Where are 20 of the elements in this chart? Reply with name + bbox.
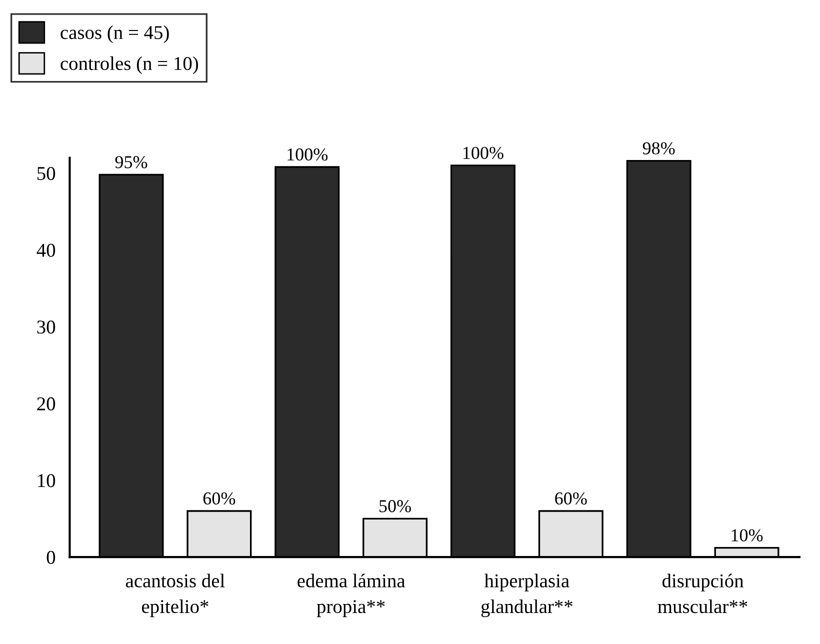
annotation: 60% (555, 492, 587, 505)
annotation: 60% (203, 492, 236, 505)
y-tick-label: 20 (37, 397, 56, 410)
x-tick-label: hiperplasia glandular** (481, 574, 572, 618)
annotation: 100% (288, 148, 328, 161)
y-tick-label: 40 (36, 244, 56, 257)
y-tick-label: 30 (37, 320, 56, 334)
x-tick-label: edema lámina propia** (298, 574, 406, 618)
x-tick-label: acantosis del epitelio* (126, 574, 225, 618)
annotation: 100% (463, 146, 504, 160)
annotation: 10% (732, 529, 763, 542)
y-tick-label: 0 (46, 550, 56, 564)
annotation: 50% (380, 500, 411, 512)
y-tick-label: 50 (37, 166, 56, 180)
annotation: 95% (115, 156, 148, 168)
x-tick-label: disrupción muscular** (658, 574, 748, 614)
legend-label: casos (n = 45) (60, 25, 169, 44)
y-tick-label: 10 (38, 474, 56, 488)
text: 98% (642, 142, 675, 154)
legend-label: controles (n = 10) (60, 56, 198, 74)
